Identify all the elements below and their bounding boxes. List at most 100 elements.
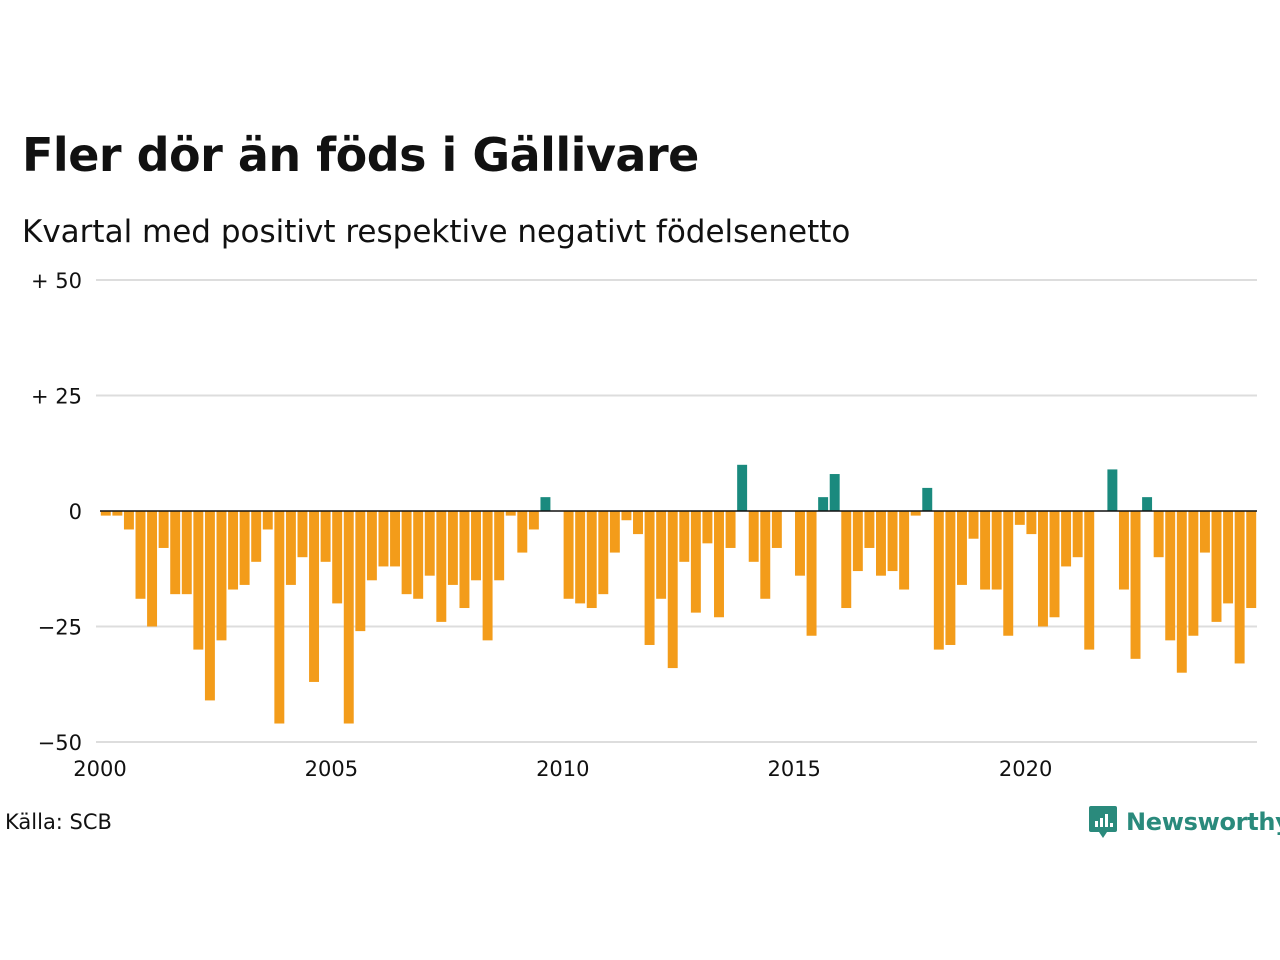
bar-negative (1199, 511, 1210, 553)
bar-negative (586, 511, 597, 609)
bar-negative (887, 511, 898, 572)
newsworthy-logo[interactable]: Newsworthy (1088, 802, 1280, 842)
bar-negative (285, 511, 296, 585)
bar-negative (390, 511, 401, 567)
bar-negative (1014, 511, 1025, 525)
bar-negative (656, 511, 667, 599)
bar-negative (563, 511, 574, 599)
bar-negative (1223, 511, 1234, 604)
bar-negative (795, 511, 805, 576)
bar-negative (714, 511, 724, 618)
bar-negative (204, 511, 215, 701)
bar-negative (482, 511, 493, 641)
bar-negative (424, 511, 435, 576)
bar-negative (343, 511, 354, 724)
bar-negative (679, 511, 690, 562)
bar-negative (228, 511, 239, 590)
bar-negative (332, 511, 343, 604)
bar-negative (876, 511, 886, 576)
bar-negative (193, 511, 204, 650)
bar-negative (309, 511, 320, 682)
bar-negative (1026, 511, 1037, 535)
bar-negative (528, 511, 539, 530)
bar-negative (748, 511, 759, 562)
bar-negative (956, 511, 967, 585)
source-note: Källa: SCB (5, 810, 112, 834)
x-tick-label: 2010 (536, 757, 589, 781)
bar-positive (922, 487, 933, 511)
bar-negative (158, 511, 169, 548)
y-tick-label: −50 (38, 731, 82, 755)
bar-negative (1130, 511, 1141, 659)
bar-negative (725, 511, 736, 548)
bar-negative (1118, 511, 1129, 590)
bar-negative (980, 511, 991, 590)
bar-negative (575, 511, 586, 604)
bar-negative (609, 511, 620, 553)
chart-title: Fler dör än föds i Gällivare (22, 128, 699, 182)
bar-negative (991, 511, 1002, 590)
bar-negative (864, 511, 875, 548)
bar-negative (413, 511, 424, 599)
bar-negative (135, 511, 146, 599)
bar-negative (251, 511, 262, 562)
y-tick-label: 0 (69, 500, 82, 524)
bar-negative (170, 511, 181, 595)
bar-negative (355, 511, 366, 632)
bar-negative (1165, 511, 1176, 641)
bar-positive (737, 464, 748, 511)
bar-negative (517, 511, 528, 553)
bar-negative (621, 511, 632, 521)
chart-subtitle: Kvartal med positivt respektive negativt… (22, 214, 851, 250)
bar-negative (297, 511, 308, 558)
bar-negative (690, 511, 701, 613)
bar-negative (401, 511, 412, 595)
bar-negative (471, 511, 481, 581)
bar-negative (644, 511, 655, 645)
bar-negative (147, 511, 158, 627)
bar-negative (945, 511, 956, 645)
bar-negative (899, 511, 910, 590)
bar-negative (100, 511, 111, 516)
bar-negative (760, 511, 771, 599)
bar-negative (1037, 511, 1048, 627)
bar-negative (1188, 511, 1199, 636)
bar-negative (771, 511, 782, 548)
bar-negative (378, 511, 389, 567)
newsworthy-logo-text: Newsworthy (1126, 808, 1280, 836)
bar-negative (1003, 511, 1014, 636)
bar-negative (239, 511, 250, 585)
x-tick-label: 2020 (999, 757, 1052, 781)
bar-positive (1107, 469, 1118, 511)
bar-negative (806, 511, 817, 636)
bar-negative (910, 511, 921, 516)
bar-negative (216, 511, 227, 641)
x-tick-label: 2005 (305, 757, 358, 781)
newsworthy-logo-icon (1089, 806, 1117, 838)
bar-negative (274, 511, 285, 724)
bar-negative (1234, 511, 1245, 664)
bar-negative (1072, 511, 1083, 558)
y-tick-label: + 25 (31, 385, 82, 409)
bar-negative (1211, 511, 1222, 622)
bar-negative (447, 511, 458, 585)
bar-negative (598, 511, 609, 595)
y-tick-label: + 50 (31, 269, 82, 293)
bar-negative (320, 511, 331, 562)
bar-positive (1142, 497, 1153, 511)
bar-negative (181, 511, 192, 595)
bar-negative (667, 511, 678, 669)
bars (100, 464, 1257, 724)
bar-negative (633, 511, 643, 535)
bar-negative (436, 511, 447, 622)
bar-negative (494, 511, 505, 581)
bar-negative (1246, 511, 1257, 609)
bar-negative (702, 511, 713, 544)
bar-positive (540, 497, 551, 511)
bar-negative (112, 511, 123, 516)
bar-positive (829, 474, 840, 511)
y-tick-label: −25 (38, 616, 82, 640)
bar-negative (1061, 511, 1072, 567)
